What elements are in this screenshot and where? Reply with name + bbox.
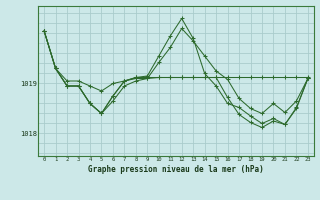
- X-axis label: Graphe pression niveau de la mer (hPa): Graphe pression niveau de la mer (hPa): [88, 165, 264, 174]
